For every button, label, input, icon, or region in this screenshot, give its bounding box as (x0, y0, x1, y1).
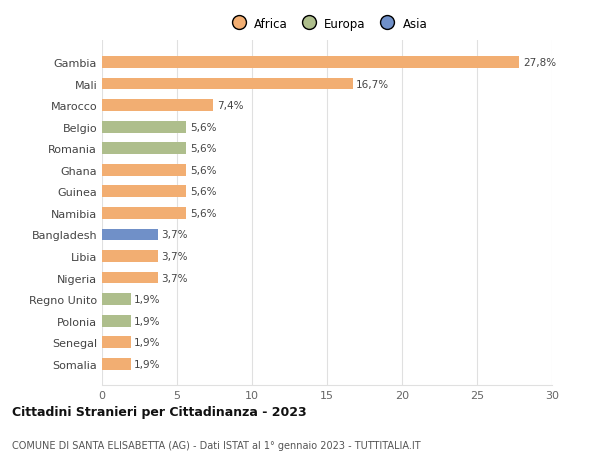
Bar (102, 229, 157, 241)
Text: 7,4%: 7,4% (217, 101, 243, 111)
Text: 1,9%: 1,9% (134, 337, 161, 347)
Text: COMUNE DI SANTA ELISABETTA (AG) - Dati ISTAT al 1° gennaio 2023 - TUTTITALIA.IT: COMUNE DI SANTA ELISABETTA (AG) - Dati I… (12, 440, 421, 450)
Bar (102, 143, 186, 155)
Text: 1,9%: 1,9% (134, 359, 161, 369)
Bar (102, 57, 519, 69)
Bar (102, 100, 213, 112)
Bar (102, 294, 131, 305)
Bar (102, 78, 353, 90)
Bar (102, 122, 186, 133)
Text: 5,6%: 5,6% (190, 165, 216, 175)
Text: 5,6%: 5,6% (190, 187, 216, 197)
Bar (102, 272, 157, 284)
Bar (102, 336, 131, 348)
Bar (102, 251, 157, 263)
Legend: Africa, Europa, Asia: Africa, Europa, Asia (222, 13, 432, 35)
Text: 3,7%: 3,7% (161, 273, 188, 283)
Text: 1,9%: 1,9% (134, 316, 161, 326)
Bar (102, 207, 186, 219)
Text: 3,7%: 3,7% (161, 230, 188, 240)
Text: Cittadini Stranieri per Cittadinanza - 2023: Cittadini Stranieri per Cittadinanza - 2… (12, 405, 307, 418)
Bar (102, 358, 131, 370)
Bar (102, 164, 186, 176)
Text: 1,9%: 1,9% (134, 295, 161, 304)
Text: 5,6%: 5,6% (190, 208, 216, 218)
Text: 27,8%: 27,8% (523, 58, 556, 68)
Text: 5,6%: 5,6% (190, 144, 216, 154)
Text: 16,7%: 16,7% (356, 79, 389, 90)
Bar (102, 315, 131, 327)
Bar (102, 186, 186, 198)
Text: 5,6%: 5,6% (190, 123, 216, 132)
Text: 3,7%: 3,7% (161, 252, 188, 262)
